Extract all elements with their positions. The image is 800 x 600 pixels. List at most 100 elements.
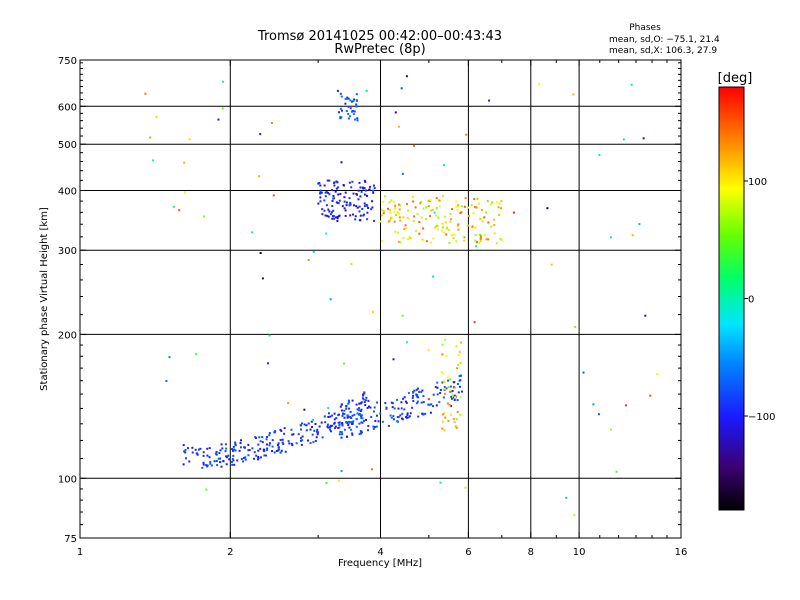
phase-stats-o: mean, sd,O: −75.1, 21.4: [609, 35, 720, 45]
data-point: [392, 415, 395, 418]
data-point: [343, 413, 346, 415]
data-point: [364, 193, 367, 196]
data-point: [299, 437, 302, 439]
data-point: [337, 202, 340, 205]
data-point: [319, 196, 322, 199]
data-point: [267, 362, 269, 365]
data-point: [453, 399, 456, 401]
data-point: [323, 415, 326, 418]
data-point: [258, 175, 261, 178]
data-point: [215, 450, 218, 453]
data-point: [340, 436, 343, 439]
data-point: [328, 179, 331, 182]
data-point: [361, 417, 364, 420]
data-point: [268, 442, 271, 445]
data-point: [299, 424, 302, 427]
data-point: [403, 228, 406, 230]
data-point: [210, 464, 213, 467]
data-point: [389, 218, 392, 220]
data-point: [333, 197, 335, 200]
data-point: [332, 209, 335, 212]
data-point: [244, 456, 247, 459]
data-point: [437, 216, 440, 219]
data-point: [232, 449, 234, 452]
data-point: [315, 436, 318, 439]
data-point: [312, 419, 314, 421]
data-point: [323, 209, 326, 212]
data-point: [345, 110, 348, 112]
data-point: [352, 110, 354, 112]
data-point: [371, 311, 374, 314]
data-point: [266, 443, 268, 446]
data-point: [387, 207, 389, 210]
data-point: [424, 412, 427, 415]
x-tick-label: 6: [465, 547, 471, 558]
data-point: [413, 215, 416, 218]
data-point: [366, 218, 369, 221]
data-point: [359, 432, 362, 435]
data-point: [274, 430, 277, 433]
data-point: [247, 443, 250, 446]
data-point: [412, 220, 415, 223]
data-point: [340, 431, 343, 434]
data-point: [185, 457, 187, 460]
data-point: [379, 412, 382, 415]
data-point: [338, 426, 341, 429]
data-point: [432, 405, 434, 408]
data-point: [168, 356, 171, 359]
data-point: [426, 240, 428, 243]
data-point: [327, 426, 330, 429]
data-point: [408, 235, 411, 238]
data-point: [277, 442, 280, 445]
data-point: [447, 419, 450, 422]
data-point: [468, 214, 470, 217]
data-point: [467, 206, 470, 209]
data-point: [538, 83, 541, 86]
data-point: [325, 190, 328, 193]
data-point: [458, 354, 460, 356]
data-point: [495, 201, 498, 204]
data-point: [404, 224, 407, 227]
data-point: [259, 252, 262, 254]
data-point: [312, 441, 315, 444]
data-point: [449, 390, 452, 393]
data-point: [407, 392, 410, 395]
data-point: [323, 184, 326, 187]
data-point: [393, 200, 396, 203]
data-point: [456, 383, 459, 385]
data-point: [392, 358, 395, 361]
data-point: [572, 93, 575, 96]
data-point: [487, 238, 490, 241]
data-point: [435, 197, 438, 200]
data-point: [345, 97, 348, 100]
data-point: [638, 223, 641, 226]
data-point: [339, 405, 342, 408]
data-point: [396, 416, 399, 418]
data-point: [337, 427, 340, 429]
data-point: [255, 454, 258, 457]
data-point: [338, 214, 341, 217]
data-point: [438, 401, 441, 404]
data-point: [319, 192, 322, 195]
data-point: [467, 224, 470, 227]
data-point: [438, 199, 441, 202]
data-point: [327, 416, 330, 418]
data-point: [479, 235, 482, 238]
data-point: [397, 231, 400, 234]
data-point: [432, 393, 435, 396]
data-point: [473, 321, 476, 324]
data-point: [366, 406, 369, 409]
data-point: [324, 195, 327, 198]
data-point: [348, 181, 351, 184]
data-point: [435, 207, 438, 209]
data-point: [336, 89, 339, 92]
data-point: [347, 112, 350, 115]
data-point: [155, 115, 158, 118]
data-point: [441, 420, 444, 423]
data-point: [303, 423, 306, 426]
data-point: [357, 198, 360, 201]
data-point: [365, 418, 367, 421]
data-point: [401, 314, 404, 317]
y-tick-label: 300: [58, 246, 77, 257]
data-point: [257, 443, 260, 446]
